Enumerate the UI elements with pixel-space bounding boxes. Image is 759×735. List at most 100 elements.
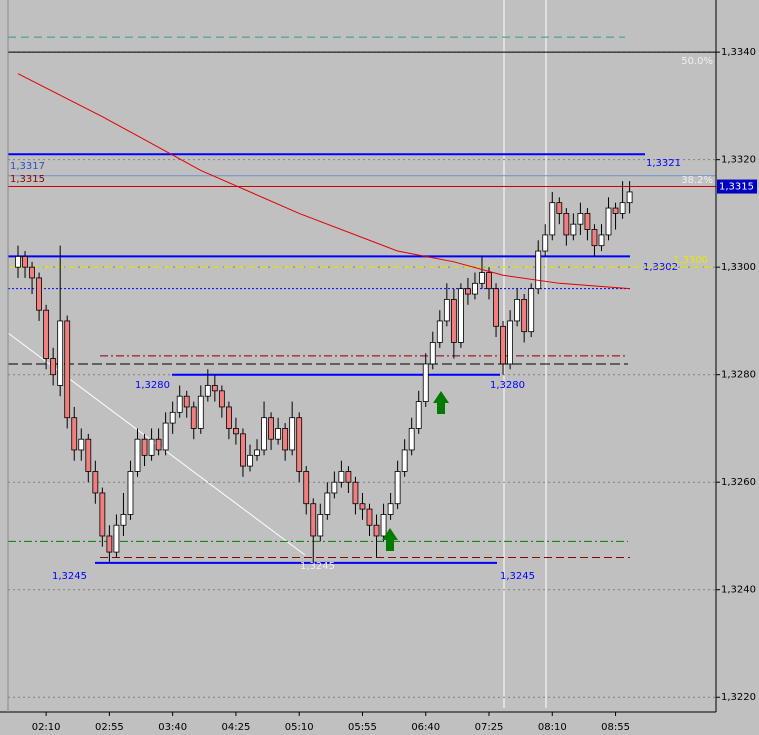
candle-body bbox=[584, 213, 591, 230]
candle-body bbox=[443, 299, 450, 322]
candle-body bbox=[120, 514, 127, 526]
y-tick-label: 1,3300 bbox=[721, 262, 756, 273]
candle-body bbox=[275, 428, 282, 440]
x-tick-label: 04:25 bbox=[222, 722, 251, 733]
candle-body bbox=[521, 299, 528, 333]
level-label: 1,3300 bbox=[673, 255, 708, 266]
y-tick-label: 1,3240 bbox=[721, 585, 756, 596]
candle-body bbox=[50, 358, 57, 376]
candle-body bbox=[479, 272, 485, 284]
level-label: 1,3245 bbox=[300, 561, 335, 572]
candle-body bbox=[507, 320, 514, 365]
candle-body bbox=[211, 385, 218, 392]
level-label: 50.0% bbox=[681, 56, 713, 67]
candle-body bbox=[176, 395, 183, 413]
y-tick-label: 1,3260 bbox=[721, 477, 756, 488]
candle-body bbox=[380, 514, 387, 537]
candle-body bbox=[57, 320, 64, 386]
candle-body bbox=[486, 272, 492, 290]
candle-body bbox=[549, 202, 556, 236]
candle-body bbox=[577, 213, 584, 225]
level-label: 1,3245 bbox=[500, 571, 535, 582]
price-box bbox=[717, 179, 757, 194]
x-tick-label: 02:55 bbox=[95, 722, 124, 733]
candle-body bbox=[15, 256, 21, 268]
axes: 1,3340 1,3320 1,3300 1,3280 1,3260 1,3240 1,32… bbox=[32, 47, 757, 733]
candle-body bbox=[387, 503, 394, 515]
candle-body bbox=[401, 449, 408, 472]
candle-body bbox=[106, 535, 113, 553]
candle-body bbox=[261, 417, 267, 451]
candle-body bbox=[254, 449, 260, 456]
candle-body bbox=[422, 363, 429, 402]
candle-body bbox=[429, 342, 436, 365]
candle-body bbox=[317, 514, 324, 537]
candle-body bbox=[324, 492, 331, 515]
level-label: 1,3315 bbox=[10, 174, 45, 185]
candle-body bbox=[240, 433, 246, 467]
candle-body bbox=[331, 481, 338, 494]
candle-body bbox=[197, 395, 204, 429]
candle-body bbox=[605, 207, 612, 236]
candle-body bbox=[64, 320, 71, 419]
candle-body bbox=[141, 438, 148, 456]
candle-body bbox=[71, 417, 78, 451]
x-tick-label: 05:10 bbox=[285, 722, 314, 733]
candle-body bbox=[591, 229, 598, 247]
candle-body bbox=[408, 428, 415, 451]
candle-body bbox=[436, 320, 443, 343]
candle-body bbox=[528, 288, 535, 333]
candle-body bbox=[233, 428, 239, 435]
level-label: 1,3280 bbox=[135, 380, 170, 391]
candle-body bbox=[29, 266, 35, 279]
candle-body bbox=[148, 438, 155, 456]
x-tick-label: 05:55 bbox=[348, 722, 377, 733]
candle-body bbox=[626, 191, 633, 204]
plot bbox=[15, 73, 633, 563]
candle-body bbox=[43, 309, 50, 359]
level-label: 1,3280 bbox=[490, 380, 525, 391]
level-label: 38.2% bbox=[681, 175, 713, 186]
x-tick-label: 08:55 bbox=[601, 722, 630, 733]
moving-average bbox=[17, 73, 630, 290]
candle-body bbox=[127, 471, 134, 515]
candle-body bbox=[415, 401, 422, 429]
candle-body bbox=[296, 417, 303, 472]
y-tick-label: 1,3320 bbox=[721, 155, 756, 166]
candle-body bbox=[556, 202, 563, 214]
candle-body bbox=[218, 390, 225, 408]
candle-body bbox=[190, 406, 197, 429]
candle-body bbox=[493, 288, 499, 327]
candle-body bbox=[36, 277, 42, 311]
candle-body bbox=[204, 385, 211, 397]
y-tick-label: 1,3220 bbox=[721, 692, 756, 703]
level-label: 1,3245 bbox=[52, 571, 87, 582]
candle-body bbox=[535, 250, 542, 290]
candle-body bbox=[373, 524, 380, 537]
candle-body bbox=[162, 422, 169, 451]
x-tick-label: 06:40 bbox=[411, 722, 440, 733]
candle-body bbox=[457, 288, 464, 343]
x-tick-label: 08:10 bbox=[538, 722, 567, 733]
candle-body bbox=[514, 299, 521, 322]
candle-body bbox=[169, 411, 176, 424]
candle-body bbox=[352, 481, 359, 505]
candle-body bbox=[303, 471, 310, 505]
candle-body bbox=[268, 417, 274, 440]
candle-body bbox=[134, 438, 141, 472]
candle-body bbox=[113, 524, 120, 553]
candle-body bbox=[500, 325, 506, 365]
candle-body bbox=[78, 438, 85, 451]
candle-body bbox=[22, 256, 28, 268]
candle-body bbox=[282, 428, 289, 451]
candle-body bbox=[99, 492, 106, 537]
candle-body bbox=[225, 406, 232, 429]
candle-body bbox=[366, 508, 373, 526]
buy-arrow bbox=[382, 528, 398, 551]
candle-body bbox=[155, 438, 162, 451]
